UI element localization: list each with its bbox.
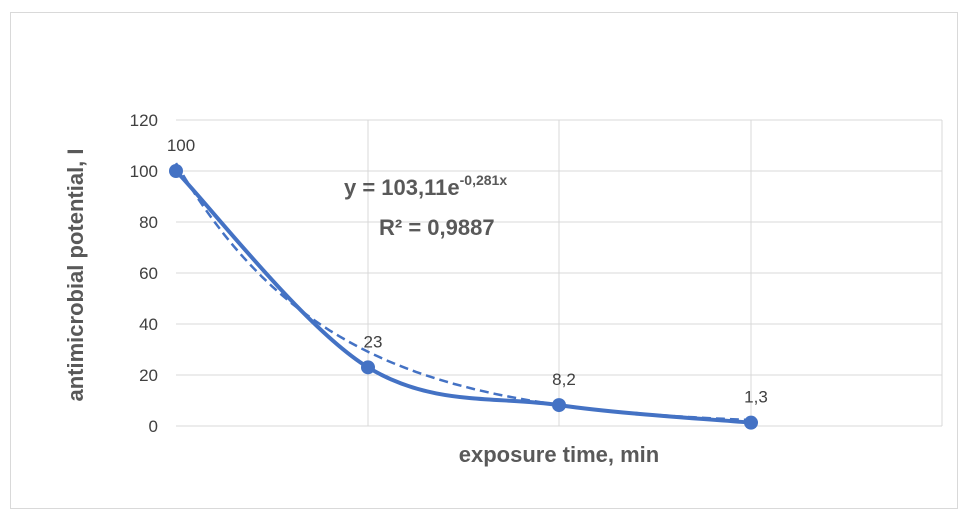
equation-base: y = 103,11e: [344, 175, 460, 200]
y-axis-title: antimicrobial potential, I: [63, 148, 88, 401]
data-point: [361, 360, 375, 375]
equation-exponent: -0,281x: [460, 172, 508, 188]
x-axis-title: exposure time, min: [459, 442, 660, 467]
trendline-layer: [174, 162, 753, 422]
y-tick-label: 60: [139, 264, 158, 283]
data-point: [552, 398, 566, 413]
y-tick-label: 20: [139, 366, 158, 385]
y-tick-label: 120: [130, 111, 158, 130]
y-tick-labels: 0 20 40 60 80 100 120: [130, 111, 158, 436]
data-label: 23: [364, 332, 383, 351]
trendline: [174, 162, 753, 422]
data-label: 1,3: [744, 388, 768, 407]
data-labels: 100 23 8,2 1,3: [167, 136, 768, 407]
y-tick-label: 80: [139, 213, 158, 232]
data-label: 100: [167, 136, 195, 155]
data-point: [744, 415, 758, 430]
data-point: [169, 164, 183, 178]
data-label: 8,2: [552, 370, 576, 389]
trendline-equation: y = 103,11e-0,281x: [344, 172, 507, 200]
gridlines: [176, 119, 943, 427]
y-tick-label: 0: [149, 417, 158, 436]
r-squared-label: R² = 0,9887: [379, 215, 495, 240]
series-line: [174, 169, 752, 425]
y-tick-label: 40: [139, 315, 158, 334]
y-tick-label: 100: [130, 162, 158, 181]
series-layer: [169, 164, 758, 430]
